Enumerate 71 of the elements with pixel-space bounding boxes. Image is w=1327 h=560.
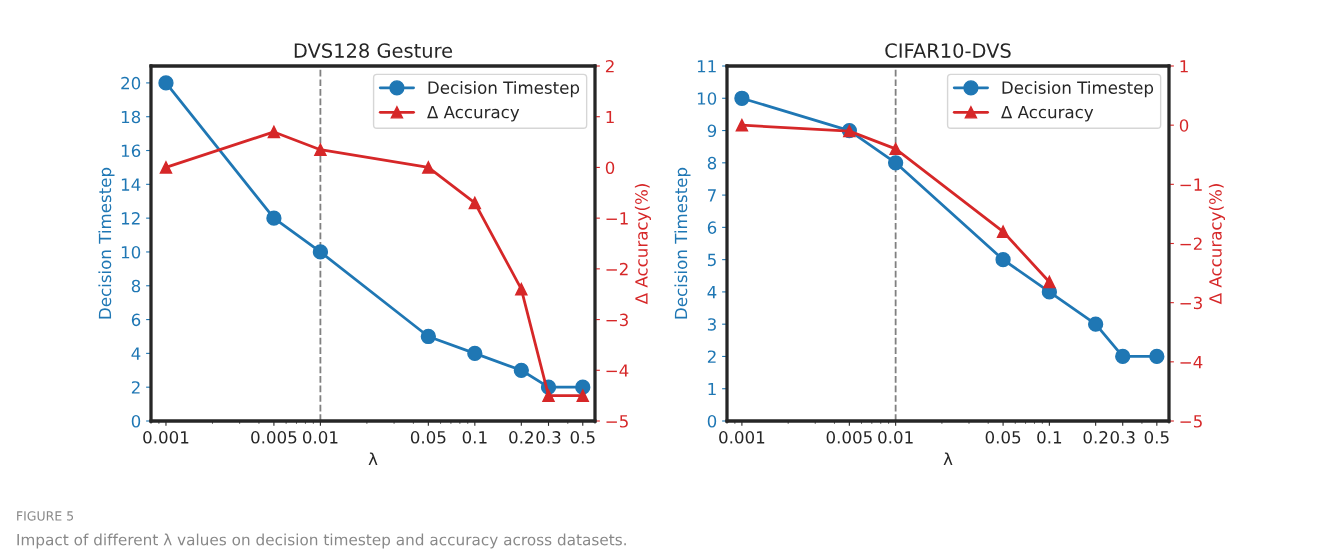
chart-title: DVS128 Gesture — [294, 43, 453, 58]
x-tick-label: 0.001 — [719, 431, 765, 444]
y2-tick-label: −1 — [606, 212, 628, 225]
y-tick-label: 20 — [121, 76, 141, 90]
y2-tick-label: −1 — [1180, 178, 1202, 191]
y2-tick-label: −4 — [606, 364, 629, 377]
y2-tick-label: 0 — [1179, 119, 1189, 132]
y2-tick-label: −4 — [1180, 356, 1203, 369]
y-tick-label: 12 — [121, 212, 140, 225]
y-tick-label: 0 — [707, 414, 717, 428]
x-tick-label: 0.001 — [143, 431, 189, 444]
y-tick-label: 11 — [697, 60, 716, 73]
y2-tick-label: 2 — [605, 59, 614, 73]
y2-tick-label: −3 — [1180, 296, 1202, 310]
y-axis-title: Decision Timestep — [98, 167, 115, 319]
legend-label: Decision Timestep — [1002, 81, 1154, 98]
y-axis-title: Decision Timestep — [674, 167, 691, 319]
y-tick-label: 8 — [707, 156, 717, 170]
y2-tick-label: −2 — [1180, 237, 1202, 250]
chart-title: CIFAR10-DVS — [885, 43, 1011, 58]
y-tick-label: 10 — [121, 245, 141, 259]
y-tick-label: 7 — [708, 189, 716, 202]
y-tick-label: 1 — [708, 382, 716, 396]
x-tick-label: 0.1 — [1037, 431, 1062, 444]
legend-label: Δ Accuracy — [427, 105, 520, 122]
x-tick-label: 0.3 — [1110, 431, 1135, 444]
y2-tick-label: 1 — [606, 110, 614, 124]
legend-label: Decision Timestep — [428, 81, 580, 98]
y2-tick-label: −5 — [1180, 415, 1202, 428]
y-tick-label: 5 — [707, 253, 716, 267]
point — [735, 118, 749, 132]
legend-label: Δ Accuracy — [1001, 105, 1094, 122]
y-tick-label: 4 — [131, 347, 141, 360]
y2-axis-title: Δ Accuracy(%) — [634, 184, 651, 305]
y-tick-label: 3 — [707, 318, 716, 331]
y-tick-label: 0 — [131, 414, 141, 428]
x-axis-title: λ — [943, 452, 953, 466]
y-tick-label: 9 — [707, 124, 717, 138]
y2-tick-label: 1 — [1180, 60, 1188, 73]
x-tick-label: 0.01 — [878, 431, 913, 444]
y-tick-label: 8 — [131, 279, 141, 293]
y2-tick-label: 0 — [605, 161, 615, 174]
y2-tick-label: −3 — [606, 313, 628, 327]
y-tick-label: 14 — [121, 178, 141, 191]
text: Impact of different λ values on decision timestep and accuracy across datasets. — [17, 533, 626, 549]
x-tick-label: 0.5 — [1144, 431, 1169, 444]
x-tick-label: 0.05 — [985, 431, 1021, 444]
y-tick-label: 10 — [697, 92, 717, 105]
caption: FIGURE 5 — [17, 511, 74, 521]
x-tick-label: 0.3 — [536, 431, 561, 444]
x-tick-label: 0.1 — [462, 431, 487, 444]
y-tick-label: 16 — [121, 144, 141, 158]
y-tick-label: 6 — [707, 221, 717, 234]
x-tick-label: 0.01 — [302, 431, 338, 444]
x-tick-label: 0.2 — [509, 431, 533, 444]
x-tick-label: 0.005 — [251, 431, 297, 444]
x-tick-label: 0.05 — [410, 431, 446, 444]
x-tick-label: 0.2 — [1083, 431, 1108, 444]
point — [889, 142, 902, 156]
y2-tick-label: −5 — [606, 415, 628, 428]
x-tick-label: 0.005 — [826, 431, 872, 444]
y-tick-label: 6 — [131, 313, 141, 327]
y2-axis-title: Δ Accuracy(%) — [1208, 184, 1225, 305]
point — [1043, 275, 1056, 289]
y-tick-label: 2 — [707, 350, 716, 363]
x-axis-title: λ — [368, 452, 378, 466]
y-tick-label: 2 — [131, 381, 140, 394]
x-tick-label: 0.5 — [570, 431, 595, 444]
y-tick-label: 4 — [707, 286, 717, 299]
y2-tick-label: −2 — [606, 262, 628, 276]
y-tick-label: 18 — [121, 110, 141, 124]
